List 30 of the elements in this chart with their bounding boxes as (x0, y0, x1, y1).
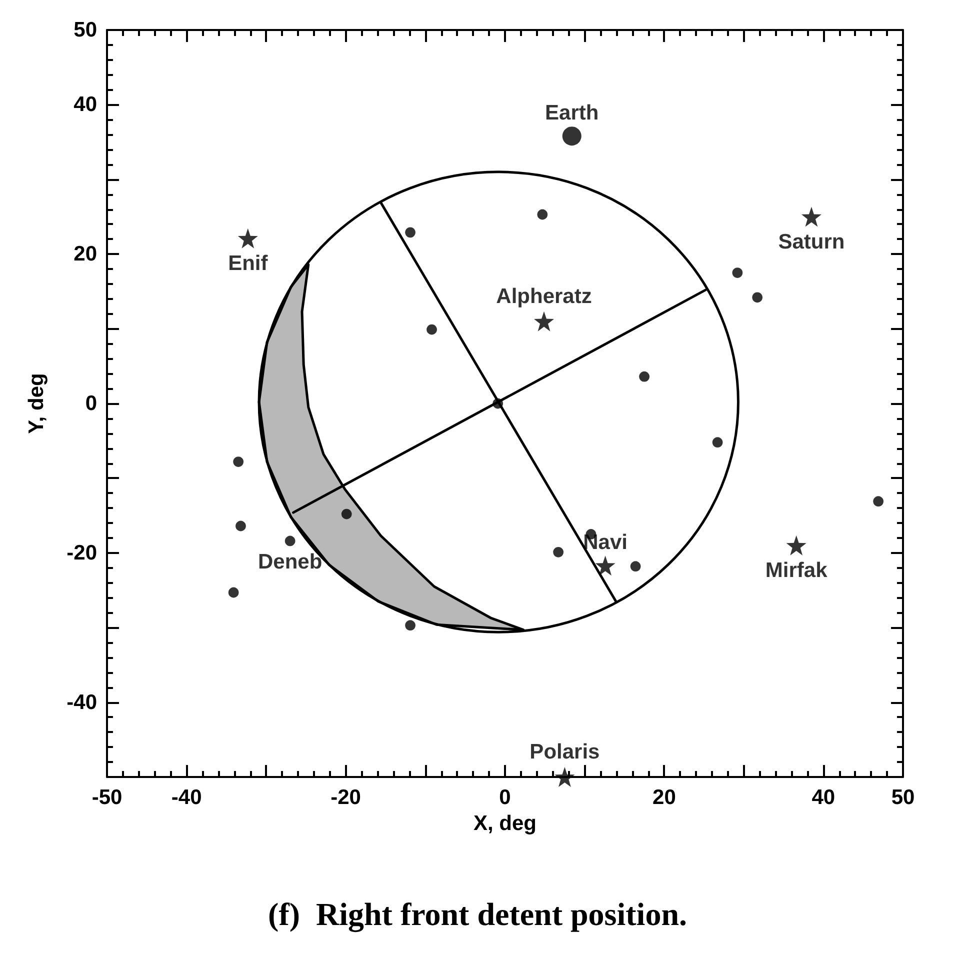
annotation: Earth (545, 102, 599, 125)
annotation: Navi (583, 531, 628, 554)
annotation: Polaris (530, 740, 600, 764)
x-tick-label: -20 (330, 786, 361, 809)
x-tick-label: 50 (891, 786, 915, 809)
y-tick-label: 40 (74, 93, 97, 116)
text: (f) Right front detent position. (268, 896, 687, 933)
y-tick-label: 20 (74, 242, 97, 266)
y-tick-label: -40 (66, 690, 97, 714)
x-tick-label: 0 (499, 786, 511, 809)
annotation: Enif (228, 252, 269, 275)
point (534, 311, 554, 332)
y-tick-label: 50 (74, 18, 97, 42)
point (595, 556, 616, 576)
x-axis-title: X, deg (473, 812, 537, 835)
annotation: Mirfak (765, 558, 828, 582)
x-tick-label: 20 (652, 786, 676, 809)
point (786, 535, 806, 556)
y-tick-label: 0 (85, 392, 97, 415)
annotation: Deneb (258, 550, 322, 574)
annotation: Alpheratz (496, 284, 592, 308)
point (554, 767, 575, 787)
annotation: Saturn (778, 230, 845, 254)
x-tick-label: -50 (92, 786, 122, 809)
y-axis-title: Y, deg (25, 373, 48, 434)
x-tick-label: -40 (171, 786, 202, 809)
point (801, 206, 822, 227)
point (238, 228, 258, 248)
y-tick-label: -20 (66, 541, 97, 564)
x-tick-label: 40 (812, 786, 836, 809)
